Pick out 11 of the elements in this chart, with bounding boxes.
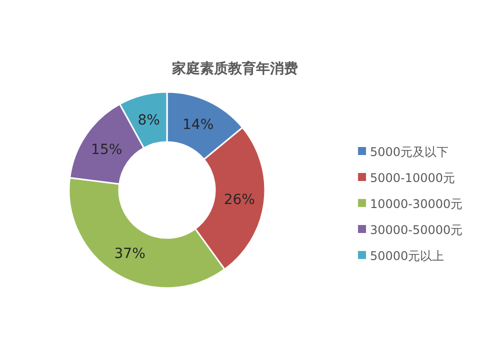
data-label: 15%: [91, 142, 122, 158]
legend-label: 5000元及以下: [370, 145, 449, 159]
chart-title: 家庭素质教育年消费: [171, 60, 298, 77]
data-label: 8%: [138, 112, 160, 128]
data-label: 26%: [224, 192, 255, 208]
legend-label: 5000-10000元: [370, 171, 456, 185]
data-label: 14%: [182, 116, 214, 133]
legend-label: 10000-30000元: [370, 197, 463, 211]
legend-label: 50000元以上: [370, 249, 444, 263]
data-label: 37%: [114, 246, 146, 262]
legend-label: 30000-50000元: [370, 223, 463, 237]
